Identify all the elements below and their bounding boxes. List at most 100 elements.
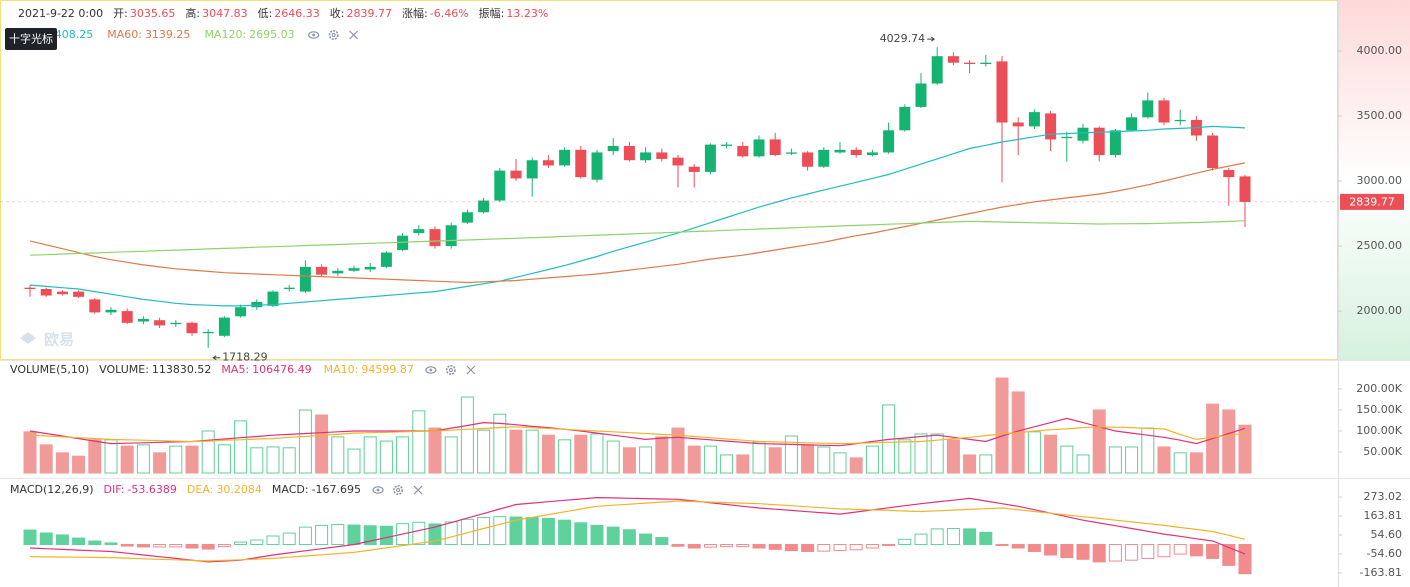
candle-body	[753, 139, 765, 157]
settings-center	[448, 368, 453, 372]
volume-bar	[995, 377, 1009, 474]
candle-body	[980, 62, 992, 64]
candle-body	[461, 212, 473, 223]
macd-bar	[315, 524, 329, 546]
volume-bar	[282, 447, 296, 474]
volume-bar	[963, 454, 977, 474]
macd-bar	[250, 539, 264, 546]
close-icon	[466, 365, 476, 375]
volume-bar	[946, 439, 960, 474]
candle-body	[267, 291, 279, 306]
volume-bar	[509, 429, 523, 474]
macd-bar	[541, 517, 555, 546]
volume-bar	[1222, 409, 1236, 474]
legend-name: DEA:	[187, 483, 213, 496]
macd-bar	[574, 522, 588, 546]
macd-bar	[72, 537, 86, 546]
eye-icon[interactable]	[425, 366, 437, 374]
macd-bar	[590, 524, 604, 546]
candle-body	[40, 288, 52, 296]
macd-bar	[882, 544, 896, 547]
settings-icon	[393, 484, 404, 495]
macd-bar	[379, 525, 393, 546]
tooltip-text: 十字光标	[9, 32, 53, 46]
volume-bar	[622, 447, 636, 474]
volume-bar	[298, 409, 312, 474]
volume-bar	[477, 429, 491, 474]
volume-bar	[671, 427, 685, 474]
candle-body	[1158, 100, 1170, 123]
macd-bar	[558, 519, 572, 546]
volume-bar	[525, 429, 539, 474]
macd-bar	[1125, 544, 1139, 561]
max-price-arrow	[927, 36, 936, 42]
legend-name: MA5:	[221, 363, 249, 376]
candle-body	[996, 61, 1008, 123]
macd-bar	[655, 537, 669, 546]
volume-bar	[833, 452, 847, 474]
candle-body	[899, 106, 911, 131]
legend-name: VOLUME:	[99, 363, 149, 376]
volume-bar	[136, 444, 150, 474]
candle-body	[785, 152, 797, 154]
macd-bar	[331, 524, 345, 546]
macd-bar	[849, 544, 863, 551]
candle-body	[1207, 135, 1219, 169]
macd-bar	[1173, 544, 1187, 555]
volume-bar	[1092, 409, 1106, 474]
candle-body	[56, 291, 68, 295]
candle-body	[1223, 169, 1235, 178]
volume-bar	[801, 444, 815, 474]
candle-body	[850, 149, 862, 156]
indicator-line	[29, 426, 1246, 445]
eye-icon[interactable]	[308, 31, 320, 39]
macd-bar	[444, 521, 458, 546]
volume-bar	[1173, 452, 1187, 474]
volume-bar	[1238, 424, 1252, 474]
macd-bar	[23, 529, 37, 546]
candle-body	[834, 149, 846, 153]
volume-bar	[185, 445, 199, 474]
candle-body	[1077, 127, 1089, 141]
macd-bar	[525, 517, 539, 546]
candle-body	[704, 144, 716, 172]
candle-body	[866, 152, 878, 156]
candle-body	[478, 200, 490, 213]
volume-bar	[379, 440, 393, 474]
header-label: 开:	[113, 7, 128, 20]
volume-bar	[39, 444, 53, 474]
volume-bar	[574, 434, 588, 474]
legend-value: 106476.49	[252, 363, 312, 376]
candle-body	[364, 266, 376, 270]
macd-bar	[169, 544, 183, 548]
candle-body	[154, 320, 166, 326]
volume-bar	[363, 436, 377, 474]
macd-bar	[428, 523, 442, 546]
candle-body	[575, 149, 587, 178]
macd-bar	[1206, 544, 1220, 559]
macd-bar	[703, 544, 717, 548]
volume-bar	[120, 445, 134, 474]
macd-bar	[493, 516, 507, 546]
volume-bar	[444, 436, 458, 474]
volume-bar	[752, 441, 766, 474]
legend-name: MA10:	[324, 363, 359, 376]
candle-body	[737, 145, 749, 157]
macd-bar	[736, 544, 750, 548]
macd-bar	[801, 544, 815, 552]
volume-bar	[1157, 446, 1171, 474]
legend-value: 2695.03	[249, 28, 295, 41]
volume-bar	[720, 454, 734, 474]
candle-body	[721, 144, 733, 146]
volume-bar	[1060, 445, 1074, 474]
eye-icon[interactable]	[372, 486, 384, 494]
indicator-title: VOLUME(5,10)	[10, 363, 89, 376]
macd-bar	[55, 534, 69, 546]
macd-bar	[914, 533, 928, 546]
header-value: 2646.33	[274, 7, 320, 20]
volume-bar	[914, 433, 928, 474]
macd-bar	[1011, 544, 1025, 549]
candle-body	[1109, 130, 1121, 156]
panel-controls	[372, 484, 423, 495]
